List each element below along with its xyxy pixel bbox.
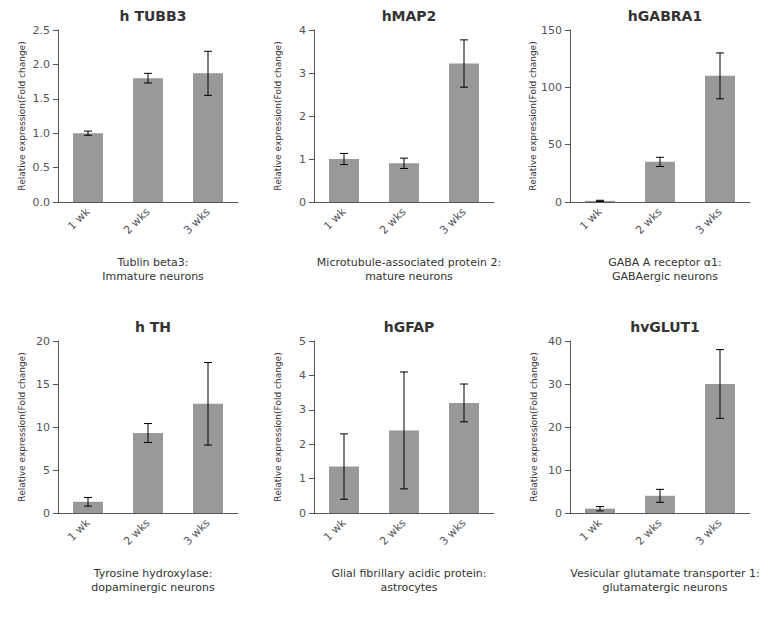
svg-text:2 wks: 2 wks xyxy=(121,516,153,548)
svg-text:3 wks: 3 wks xyxy=(437,205,469,237)
svg-text:3 wks: 3 wks xyxy=(693,205,725,237)
svg-text:hGFAP: hGFAP xyxy=(384,319,435,335)
svg-text:30: 30 xyxy=(548,378,562,391)
svg-text:150: 150 xyxy=(541,24,562,37)
svg-text:1: 1 xyxy=(299,472,306,485)
svg-text:Relative expression(Fold chang: Relative expression(Fold change) xyxy=(273,352,283,501)
svg-text:0: 0 xyxy=(555,196,562,209)
svg-text:40: 40 xyxy=(548,335,562,348)
svg-text:50: 50 xyxy=(548,138,562,151)
svg-text:Relative expression(Fold chang: Relative expression(Fold change) xyxy=(273,41,283,190)
svg-text:2: 2 xyxy=(299,110,306,123)
svg-text:4: 4 xyxy=(299,369,306,382)
svg-text:Relative expression(Fold chang: Relative expression(Fold change) xyxy=(17,41,27,190)
svg-text:glutamatergic neurons: glutamatergic neurons xyxy=(603,581,728,594)
svg-text:0.0: 0.0 xyxy=(33,196,51,209)
svg-text:0.5: 0.5 xyxy=(33,161,51,174)
svg-text:100: 100 xyxy=(541,81,562,94)
svg-text:Relative expression(Fold chang: Relative expression(Fold change) xyxy=(528,41,538,190)
svg-text:h TH: h TH xyxy=(135,319,171,335)
svg-text:1 wk: 1 wk xyxy=(321,516,349,544)
svg-text:2 wks: 2 wks xyxy=(121,205,153,237)
svg-text:20: 20 xyxy=(548,421,562,434)
svg-text:4: 4 xyxy=(299,24,306,37)
svg-text:1.0: 1.0 xyxy=(33,127,51,140)
svg-text:1 wk: 1 wk xyxy=(65,205,93,233)
svg-text:0: 0 xyxy=(43,507,50,520)
svg-text:1: 1 xyxy=(299,153,306,166)
svg-text:Tublin beta3:: Tublin beta3: xyxy=(116,256,188,269)
svg-text:2 wks: 2 wks xyxy=(633,516,665,548)
svg-text:2.5: 2.5 xyxy=(33,24,51,37)
svg-text:Immature neurons: Immature neurons xyxy=(102,270,204,283)
svg-text:2: 2 xyxy=(299,438,306,451)
svg-text:dopaminergic neurons: dopaminergic neurons xyxy=(91,581,215,594)
svg-text:hMAP2: hMAP2 xyxy=(382,8,437,24)
svg-text:Vesicular glutamate transporte: Vesicular glutamate transporter 1: xyxy=(570,567,759,580)
svg-text:3 wks: 3 wks xyxy=(437,516,469,548)
svg-text:Tyrosine hydroxylase:: Tyrosine hydroxylase: xyxy=(93,567,213,580)
svg-text:3 wks: 3 wks xyxy=(181,516,213,548)
svg-text:20: 20 xyxy=(36,335,50,348)
svg-text:hGABRA1: hGABRA1 xyxy=(628,8,702,24)
svg-text:mature neurons: mature neurons xyxy=(365,270,453,283)
svg-text:1 wk: 1 wk xyxy=(577,205,605,233)
svg-text:hvGLUT1: hvGLUT1 xyxy=(630,319,700,335)
svg-text:h TUBB3: h TUBB3 xyxy=(120,8,187,24)
svg-text:Microtubule-associated protein: Microtubule-associated protein 2: xyxy=(317,256,501,269)
svg-text:10: 10 xyxy=(548,464,562,477)
svg-text:1 wk: 1 wk xyxy=(321,205,349,233)
svg-text:astrocytes: astrocytes xyxy=(380,581,437,594)
svg-text:5: 5 xyxy=(299,335,306,348)
svg-text:GABA A receptor α1:: GABA A receptor α1: xyxy=(608,256,722,269)
svg-text:1 wk: 1 wk xyxy=(65,516,93,544)
svg-text:15: 15 xyxy=(36,378,50,391)
svg-text:Glial fibrillary acidic protei: Glial fibrillary acidic protein: xyxy=(331,567,486,580)
svg-text:3 wks: 3 wks xyxy=(181,205,213,237)
svg-text:10: 10 xyxy=(36,421,50,434)
svg-text:0: 0 xyxy=(299,507,306,520)
svg-text:Relative expression(Fold chang: Relative expression(Fold change) xyxy=(529,352,539,501)
svg-text:GABAergic neurons: GABAergic neurons xyxy=(612,270,718,283)
svg-text:3: 3 xyxy=(299,403,306,416)
svg-text:2 wks: 2 wks xyxy=(633,205,665,237)
svg-text:3: 3 xyxy=(299,67,306,80)
svg-text:3 wks: 3 wks xyxy=(693,516,725,548)
svg-text:1 wk: 1 wk xyxy=(577,516,605,544)
svg-text:2 wks: 2 wks xyxy=(377,516,409,548)
svg-text:0: 0 xyxy=(299,196,306,209)
svg-text:2 wks: 2 wks xyxy=(377,205,409,237)
svg-text:2.0: 2.0 xyxy=(33,58,51,71)
svg-text:1.5: 1.5 xyxy=(33,92,51,105)
svg-text:5: 5 xyxy=(43,464,50,477)
svg-text:0: 0 xyxy=(555,507,562,520)
svg-text:Relative expression(Fold chang: Relative expression(Fold change) xyxy=(17,352,27,501)
